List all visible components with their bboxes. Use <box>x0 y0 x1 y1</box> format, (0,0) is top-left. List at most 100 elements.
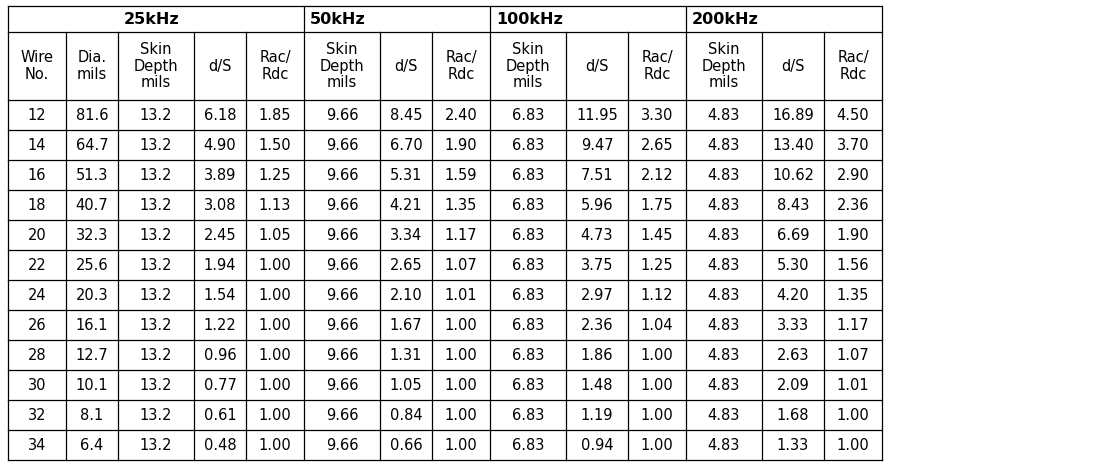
Text: 9.66: 9.66 <box>325 438 359 453</box>
Text: 16: 16 <box>28 168 47 182</box>
Text: 4.83: 4.83 <box>708 377 740 392</box>
Text: 9.66: 9.66 <box>325 348 359 363</box>
Text: 10.1: 10.1 <box>75 377 109 392</box>
Text: 40.7: 40.7 <box>75 197 109 212</box>
Text: 5.30: 5.30 <box>777 258 809 273</box>
Text: 2.97: 2.97 <box>581 287 614 302</box>
Text: Skin: Skin <box>326 42 357 57</box>
Text: 9.66: 9.66 <box>325 407 359 422</box>
Text: 13.2: 13.2 <box>140 107 172 122</box>
Text: 13.2: 13.2 <box>140 438 172 453</box>
Text: 1.54: 1.54 <box>204 287 236 302</box>
Text: 26: 26 <box>28 317 47 333</box>
Text: Rac/: Rac/ <box>837 50 869 65</box>
Text: 13.2: 13.2 <box>140 317 172 333</box>
Text: 9.66: 9.66 <box>325 258 359 273</box>
Text: 4.83: 4.83 <box>708 407 740 422</box>
Text: 1.25: 1.25 <box>640 258 674 273</box>
Text: 1.00: 1.00 <box>445 348 477 363</box>
Text: 1.31: 1.31 <box>390 348 422 363</box>
Text: 2.10: 2.10 <box>390 287 423 302</box>
Text: 3.75: 3.75 <box>581 258 613 273</box>
Text: 13.2: 13.2 <box>140 407 172 422</box>
Text: 6.18: 6.18 <box>204 107 236 122</box>
Text: Depth: Depth <box>506 58 551 73</box>
Text: 1.00: 1.00 <box>259 317 291 333</box>
Text: 2.36: 2.36 <box>581 317 613 333</box>
Text: 1.00: 1.00 <box>837 407 869 422</box>
Text: 1.00: 1.00 <box>259 258 291 273</box>
Text: 4.83: 4.83 <box>708 348 740 363</box>
Text: 1.17: 1.17 <box>837 317 869 333</box>
Text: 0.96: 0.96 <box>204 348 236 363</box>
Text: 13.2: 13.2 <box>140 138 172 153</box>
Text: 13.2: 13.2 <box>140 168 172 182</box>
Text: 4.83: 4.83 <box>708 227 740 243</box>
Text: d/S: d/S <box>209 58 232 73</box>
Text: 34: 34 <box>28 438 47 453</box>
Text: 3.70: 3.70 <box>837 138 869 153</box>
Text: 5.96: 5.96 <box>581 197 613 212</box>
Text: 1.50: 1.50 <box>259 138 291 153</box>
Text: mils: mils <box>326 75 357 90</box>
Text: 81.6: 81.6 <box>75 107 109 122</box>
Text: 3.89: 3.89 <box>204 168 236 182</box>
Text: 13.40: 13.40 <box>773 138 814 153</box>
Text: 6.83: 6.83 <box>512 138 544 153</box>
Text: Rac/: Rac/ <box>260 50 291 65</box>
Text: 30: 30 <box>28 377 47 392</box>
Text: Depth: Depth <box>320 58 364 73</box>
Text: 1.12: 1.12 <box>640 287 674 302</box>
Text: 1.00: 1.00 <box>259 407 291 422</box>
Text: 1.25: 1.25 <box>259 168 291 182</box>
Text: Rac/: Rac/ <box>445 50 477 65</box>
Text: 25.6: 25.6 <box>75 258 109 273</box>
Text: Skin: Skin <box>140 42 172 57</box>
Text: 6.83: 6.83 <box>512 168 544 182</box>
Text: mils: mils <box>513 75 543 90</box>
Text: 1.33: 1.33 <box>777 438 809 453</box>
Text: Rdc: Rdc <box>261 66 289 81</box>
Text: Dia.: Dia. <box>78 50 107 65</box>
Text: 13.2: 13.2 <box>140 348 172 363</box>
Text: 1.56: 1.56 <box>837 258 869 273</box>
Text: Rac/: Rac/ <box>642 50 673 65</box>
Text: 11.95: 11.95 <box>576 107 618 122</box>
Text: 13.2: 13.2 <box>140 227 172 243</box>
Text: 1.22: 1.22 <box>203 317 236 333</box>
Text: 9.66: 9.66 <box>325 107 359 122</box>
Text: 32.3: 32.3 <box>75 227 108 243</box>
Text: 1.35: 1.35 <box>445 197 477 212</box>
Text: 1.01: 1.01 <box>837 377 869 392</box>
Text: 4.83: 4.83 <box>708 197 740 212</box>
Text: 1.19: 1.19 <box>581 407 613 422</box>
Text: 9.66: 9.66 <box>325 227 359 243</box>
Text: 1.00: 1.00 <box>640 407 674 422</box>
Text: d/S: d/S <box>585 58 608 73</box>
Text: 1.75: 1.75 <box>640 197 674 212</box>
Text: 0.61: 0.61 <box>204 407 236 422</box>
Text: 9.66: 9.66 <box>325 138 359 153</box>
Text: 2.09: 2.09 <box>777 377 809 392</box>
Text: 50kHz: 50kHz <box>310 11 366 26</box>
Text: 0.84: 0.84 <box>390 407 422 422</box>
Text: 32: 32 <box>28 407 47 422</box>
Text: 0.94: 0.94 <box>581 438 614 453</box>
Text: 9.66: 9.66 <box>325 197 359 212</box>
Text: 3.33: 3.33 <box>777 317 809 333</box>
Text: Rdc: Rdc <box>644 66 670 81</box>
Text: 1.13: 1.13 <box>259 197 291 212</box>
Text: 6.83: 6.83 <box>512 377 544 392</box>
Text: 1.17: 1.17 <box>445 227 477 243</box>
Text: 10.62: 10.62 <box>771 168 814 182</box>
Text: 13.2: 13.2 <box>140 197 172 212</box>
Text: d/S: d/S <box>394 58 417 73</box>
Text: 7.51: 7.51 <box>581 168 614 182</box>
Text: 200kHz: 200kHz <box>692 11 759 26</box>
Text: 13.2: 13.2 <box>140 287 172 302</box>
Text: 13.2: 13.2 <box>140 377 172 392</box>
Text: 4.21: 4.21 <box>390 197 422 212</box>
Text: 100kHz: 100kHz <box>496 11 563 26</box>
Text: 6.83: 6.83 <box>512 348 544 363</box>
Text: 2.65: 2.65 <box>640 138 674 153</box>
